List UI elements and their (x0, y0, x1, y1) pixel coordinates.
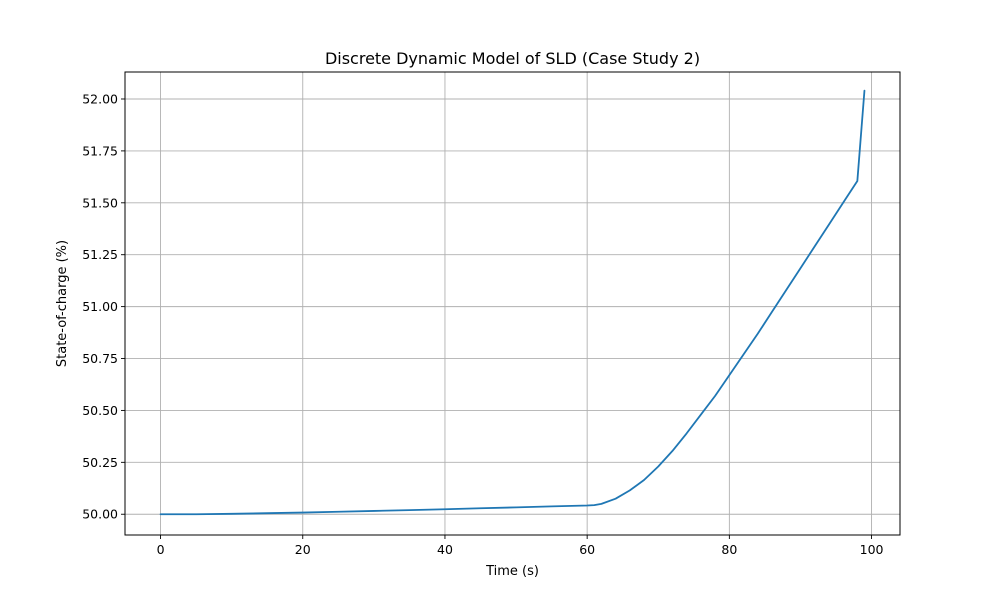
plot-area (159, 89, 866, 516)
x-tick-label: 80 (721, 542, 737, 557)
x-tick-label: 40 (437, 542, 453, 557)
x-tick-label: 20 (295, 542, 311, 557)
axes-frame (124, 71, 901, 536)
y-tick-label: 52.00 (82, 91, 118, 106)
x-axis-label: Time (s) (485, 564, 539, 579)
y-tick-label: 51.75 (82, 143, 118, 158)
y-tick-label: 50.00 (82, 507, 118, 522)
y-tick-label: 50.50 (82, 403, 118, 418)
y-tick-label: 50.25 (82, 455, 118, 470)
y-axis-label: State-of-charge (%) (55, 240, 70, 367)
series-line (159, 89, 866, 516)
y-tick-label: 50.75 (82, 351, 118, 366)
grid (125, 72, 900, 535)
y-tick-label: 51.00 (82, 299, 118, 314)
chart-title: Discrete Dynamic Model of SLD (Case Stud… (325, 49, 700, 68)
y-tick-label: 51.25 (82, 247, 118, 262)
y-tick-label: 51.50 (82, 195, 118, 210)
ticks: 0 20 40 60 80 100 50.00 50.25 50.50 50.75 51.00 51.… (82, 91, 883, 557)
x-tick-label: 100 (860, 542, 884, 557)
x-tick-label: 60 (579, 542, 595, 557)
x-tick-label: 0 (157, 542, 165, 557)
